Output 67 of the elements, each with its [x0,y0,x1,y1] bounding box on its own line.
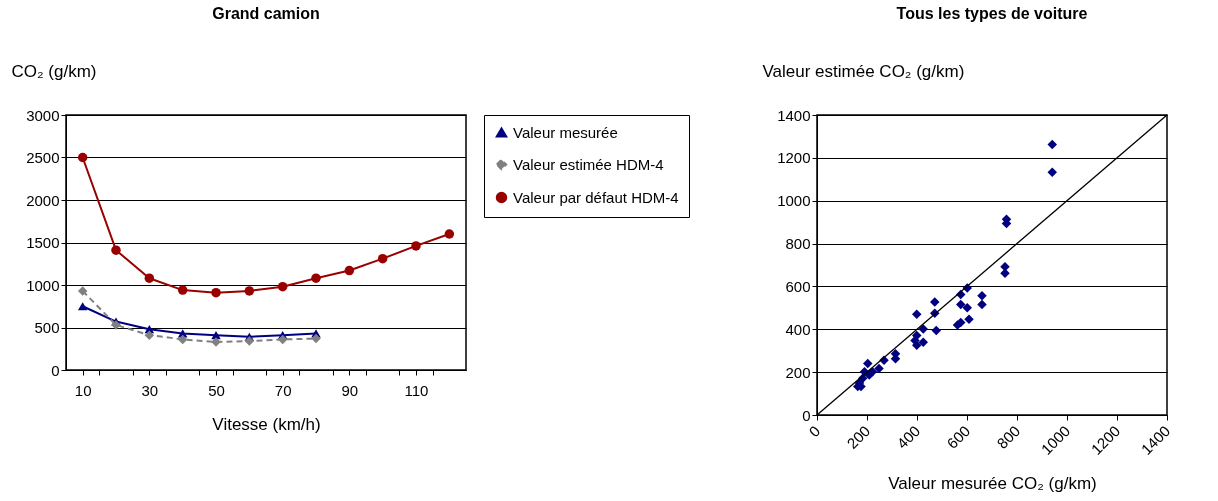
point [977,290,987,301]
point [277,334,288,345]
x-tick-label: 110 [404,381,429,399]
point [874,363,884,374]
point [1047,167,1057,177]
y-tick-label: 0 [51,361,60,379]
y-tick-label: 1000 [26,276,60,294]
x-tick-label: 200 [843,422,874,452]
x-tick-label: 50 [208,381,225,399]
legend-label: Valeur par défaut HDM-4 [513,188,679,206]
point [144,330,155,340]
point [144,273,155,283]
y-tick-label: 2000 [26,191,60,209]
point [1047,139,1057,150]
x-tick-label: 30 [141,381,159,399]
y-tick-label: 0 [802,406,811,424]
point [962,302,972,313]
y-tick-label: 800 [785,235,811,253]
y-tick-label: 400 [785,320,811,338]
y-tick-label: 500 [34,319,60,336]
point [956,299,966,310]
point [111,245,121,255]
point [244,336,255,346]
y-tick-label: 1200 [777,149,811,167]
point [311,273,321,283]
x-tick-label: 0 [805,422,824,441]
x-tick-label: 800 [993,422,1024,452]
y-tick-label: 2500 [26,149,60,166]
point [931,325,941,336]
x-tick-label: 10 [74,381,92,399]
y-axis-title: CO₂ (g/km) [11,61,97,81]
point [977,299,987,310]
point [912,309,922,320]
point [411,241,421,251]
point [277,281,288,292]
chart-title: Tous les types de voiture [896,5,1088,22]
point [930,297,940,307]
point [211,287,221,298]
point [863,358,873,369]
point [77,302,88,311]
legend-label: Valeur estimée HDM-4 [513,155,664,173]
point [77,286,88,296]
point [244,286,255,296]
point [77,152,88,163]
point [444,229,455,239]
point [918,337,928,347]
point [177,334,188,345]
y-tick-label: 3000 [26,106,60,124]
point [377,253,388,264]
point [311,333,321,344]
point [918,324,928,334]
x-tick-label: 90 [341,381,359,399]
y-axis-title: Valeur estimée CO₂ (g/km) [762,61,965,81]
x-tick-label: 400 [893,422,924,452]
y-tick-label: 200 [785,363,811,381]
y-tick-label: 1500 [26,234,60,251]
legend-label: Valeur mesurée [513,123,618,141]
point [177,285,188,295]
y-tick-label: 1400 [777,106,811,124]
x-axis-title: Valeur mesurée CO₂ (g/km) [888,473,1097,493]
point [344,265,355,276]
chart-title: Grand camion [212,5,320,22]
x-tick-label: 70 [274,381,292,399]
y-tick-label: 1000 [777,192,811,210]
x-axis-title: Vitesse (km/h) [212,414,321,434]
x-tick-label: 600 [943,422,974,452]
y-tick-label: 600 [785,277,811,295]
